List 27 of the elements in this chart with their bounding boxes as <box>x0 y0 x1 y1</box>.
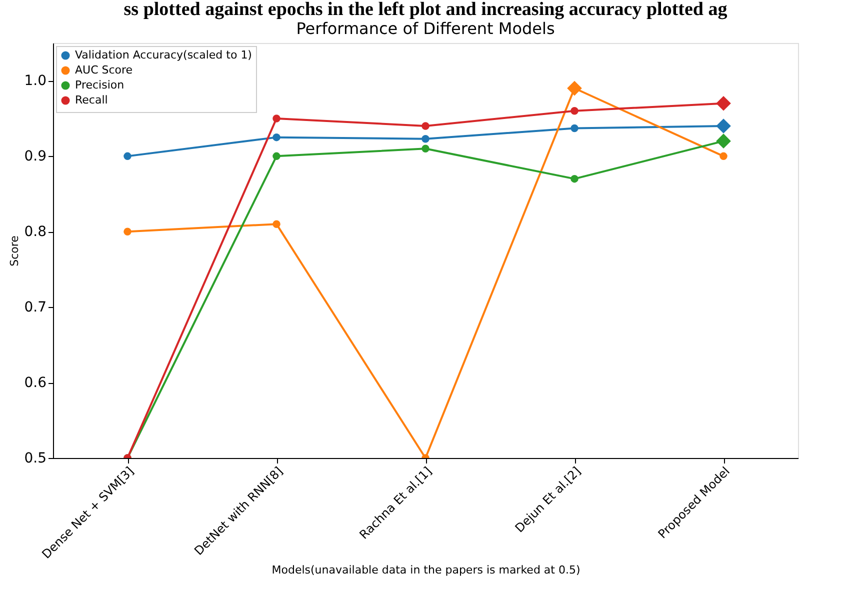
point <box>570 107 578 115</box>
point <box>272 152 280 160</box>
point <box>422 134 430 143</box>
legend-label: Validation Accuracy(scaled to 1) <box>75 48 252 62</box>
point <box>272 220 280 228</box>
point <box>124 152 132 160</box>
y-tick-label: 0.9 <box>24 148 46 165</box>
y-tick-label: 0.5 <box>24 450 46 466</box>
point <box>422 144 430 152</box>
point <box>272 114 280 122</box>
point <box>570 174 578 183</box>
point <box>272 133 280 142</box>
x-axis-title: Models(unavailable data in the papers is marked at 0.5) <box>272 564 580 577</box>
text: ss plotted against epochs in the left plot and increasing accuracy plotted ag <box>124 0 728 20</box>
y-tick-label: 0.8 <box>24 224 46 240</box>
chart-title: Performance of Different Models <box>296 19 555 38</box>
legend-label: Recall <box>75 94 108 106</box>
point <box>570 124 578 132</box>
point <box>124 228 132 236</box>
point <box>720 152 728 160</box>
point <box>422 122 430 130</box>
y-tick-label: 1.0 <box>24 73 46 90</box>
y-tick-label: 0.7 <box>24 300 46 316</box>
legend-label: AUC Score <box>75 64 133 76</box>
legend-label: Precision <box>75 78 124 92</box>
y-tick-label: 0.6 <box>24 375 47 392</box>
y-axis-title: Score <box>8 235 22 266</box>
